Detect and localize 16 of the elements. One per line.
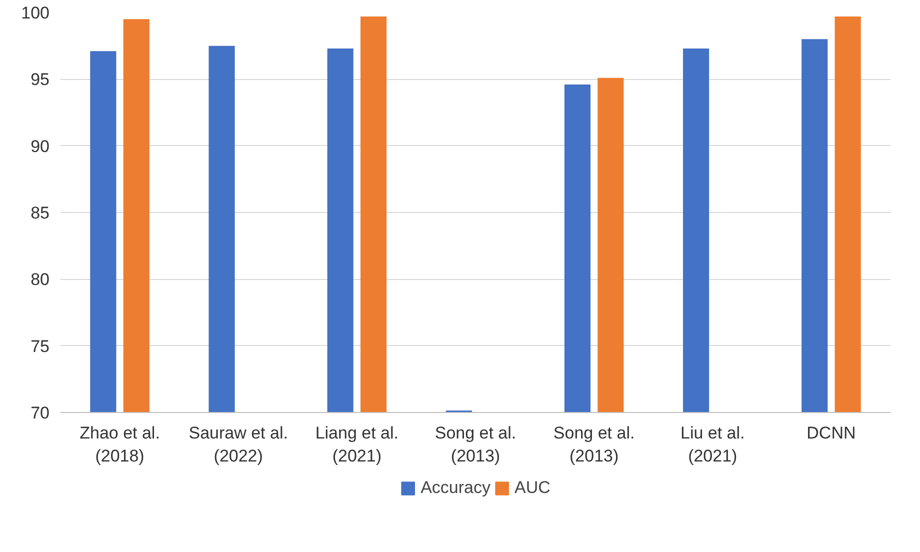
y-tick-label: 100 bbox=[21, 4, 50, 22]
y-tick-label: 95 bbox=[30, 70, 50, 90]
y-tick-label: 90 bbox=[30, 136, 50, 156]
x-tick-label: Song et al. (2013) bbox=[434, 424, 516, 466]
x-tick-label: Liu et al. (2021) bbox=[680, 424, 745, 466]
y-tick-label: 85 bbox=[30, 204, 50, 222]
y-tick-label: 70 bbox=[30, 404, 50, 422]
legend-label: Accuracy bbox=[420, 478, 491, 498]
x-tick-label: Zhao et al. (2018) bbox=[80, 424, 160, 466]
x-tick-label: Song et al. (2013) bbox=[553, 424, 635, 466]
x-tick-label: DCNN bbox=[806, 424, 856, 442]
y-tick-label: 75 bbox=[30, 336, 50, 356]
x-tick-label: Liang et al. (2021) bbox=[315, 424, 399, 466]
legend-label: AUC bbox=[514, 478, 550, 498]
x-tick-label: Sauraw et al. (2022) bbox=[188, 424, 288, 466]
y-tick-label: 80 bbox=[30, 270, 50, 290]
